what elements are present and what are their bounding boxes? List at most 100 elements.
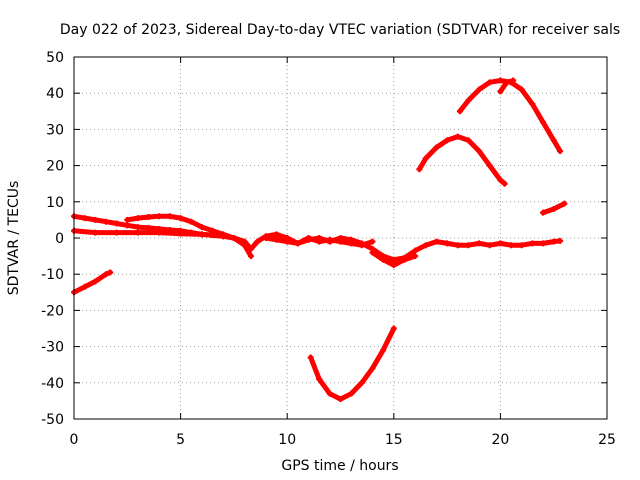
y-tick-label: 10 <box>46 195 64 211</box>
data-point <box>262 235 269 241</box>
x-tick-label: 10 <box>278 432 296 448</box>
data-point <box>284 238 291 245</box>
y-tick-label: -50 <box>41 412 64 428</box>
data-point <box>102 218 109 225</box>
data-point <box>380 256 387 263</box>
data-point <box>145 214 152 221</box>
data-point <box>134 229 141 236</box>
y-tick-label: -40 <box>41 376 64 392</box>
data-point <box>465 242 472 249</box>
data-point <box>241 238 248 245</box>
data-point <box>177 230 184 237</box>
data-point <box>369 238 376 245</box>
data-point <box>92 229 99 236</box>
data-point <box>454 133 461 140</box>
data-point <box>518 86 525 93</box>
data-point <box>497 240 504 247</box>
data-point <box>247 245 254 252</box>
data-point <box>422 242 429 249</box>
data-point <box>456 108 463 115</box>
data-point <box>145 224 152 231</box>
data-point <box>412 253 419 260</box>
data-point <box>529 240 536 247</box>
data-point <box>156 213 163 220</box>
data-point <box>503 79 510 86</box>
data-point <box>518 242 525 249</box>
data-point <box>540 209 547 216</box>
data-point <box>540 119 547 126</box>
data-point <box>497 177 504 184</box>
data-point <box>166 213 173 220</box>
y-axis-label: SDTVAR / TECUs <box>6 181 22 296</box>
data-point <box>348 236 355 243</box>
data-point <box>348 390 355 397</box>
data-point <box>198 231 205 238</box>
data-point <box>380 347 387 354</box>
data-point <box>390 256 397 263</box>
data-point <box>134 224 141 231</box>
data-point <box>497 88 504 95</box>
data-point <box>550 137 557 144</box>
data-point <box>465 137 472 144</box>
data-point <box>557 237 564 244</box>
data-point <box>92 216 99 223</box>
data-point <box>529 101 536 108</box>
data-point <box>113 229 120 236</box>
data-point <box>326 238 333 245</box>
data-point <box>124 216 131 223</box>
data-point <box>486 242 493 249</box>
data-series <box>71 77 568 403</box>
series-arc-7 <box>308 326 397 402</box>
data-point <box>358 240 365 247</box>
chart-title: Day 022 of 2023, Sidereal Day-to-day VTE… <box>60 22 620 38</box>
data-point <box>476 240 483 247</box>
data-point <box>501 180 508 187</box>
data-point <box>433 144 440 151</box>
data-point <box>220 233 227 240</box>
axis-ticks: 0 5 10 15 20 25 50 40 30 20 10 0 -10 -20 -30 -40 -50 <box>41 50 616 448</box>
y-tick-label: 30 <box>46 122 64 138</box>
data-point <box>476 148 483 155</box>
data-point <box>305 236 312 243</box>
data-point <box>92 278 99 285</box>
plot-frame <box>73 56 608 420</box>
data-point <box>540 240 547 247</box>
data-point <box>486 79 493 86</box>
data-point <box>113 220 120 227</box>
data-point <box>294 240 301 247</box>
data-point <box>273 236 280 243</box>
data-point <box>124 222 131 229</box>
data-point <box>188 218 195 225</box>
y-tick-label: -30 <box>41 340 64 356</box>
x-tick-label: 15 <box>385 432 403 448</box>
data-point <box>422 155 429 162</box>
y-tick-label: 0 <box>55 231 64 247</box>
data-point <box>390 325 397 332</box>
data-point <box>107 269 114 276</box>
data-point <box>412 247 419 254</box>
data-point <box>497 77 504 84</box>
data-point <box>401 256 408 263</box>
data-point <box>369 365 376 372</box>
data-point <box>316 235 323 241</box>
data-point <box>433 238 440 245</box>
data-point <box>476 86 483 93</box>
data-point <box>177 215 184 222</box>
series-arc-9 <box>457 78 563 154</box>
data-point <box>307 354 314 361</box>
data-point <box>209 227 216 234</box>
data-point <box>247 253 254 260</box>
x-tick-label: 5 <box>176 432 185 448</box>
y-tick-label: -20 <box>41 303 64 319</box>
data-point <box>550 206 557 213</box>
series-arc-1 <box>71 269 113 295</box>
x-tick-label: 25 <box>598 432 616 448</box>
x-tick-label: 20 <box>491 432 509 448</box>
y-tick-label: 40 <box>46 86 64 102</box>
data-point <box>198 224 205 231</box>
data-point <box>465 97 472 104</box>
data-point <box>557 148 564 155</box>
data-point <box>510 77 517 84</box>
data-point <box>337 235 344 241</box>
